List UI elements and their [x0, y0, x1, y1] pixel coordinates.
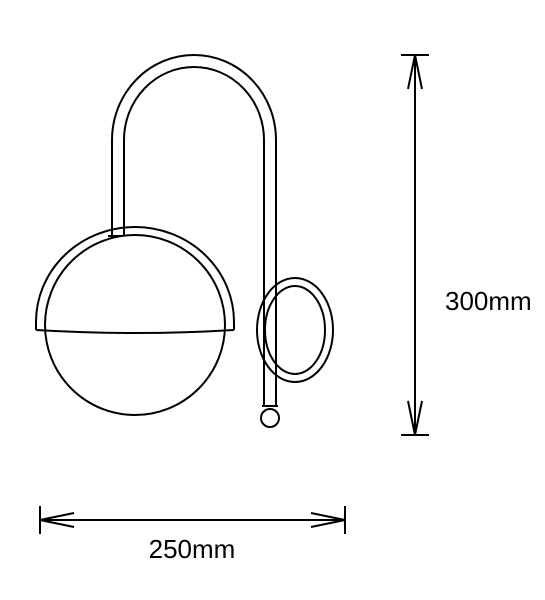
arm-finial — [261, 406, 279, 427]
dimension-height-label: 300mm — [445, 286, 532, 316]
lamp-globe — [36, 227, 234, 415]
dimension-height: 300mm — [401, 55, 532, 435]
wall-mount-plate — [257, 278, 333, 382]
drawing-container: 250mm 300mm — [0, 0, 545, 600]
dimension-width-label: 250mm — [149, 534, 236, 564]
dimension-width: 250mm — [40, 506, 345, 564]
technical-drawing-svg: 250mm 300mm — [0, 0, 545, 600]
